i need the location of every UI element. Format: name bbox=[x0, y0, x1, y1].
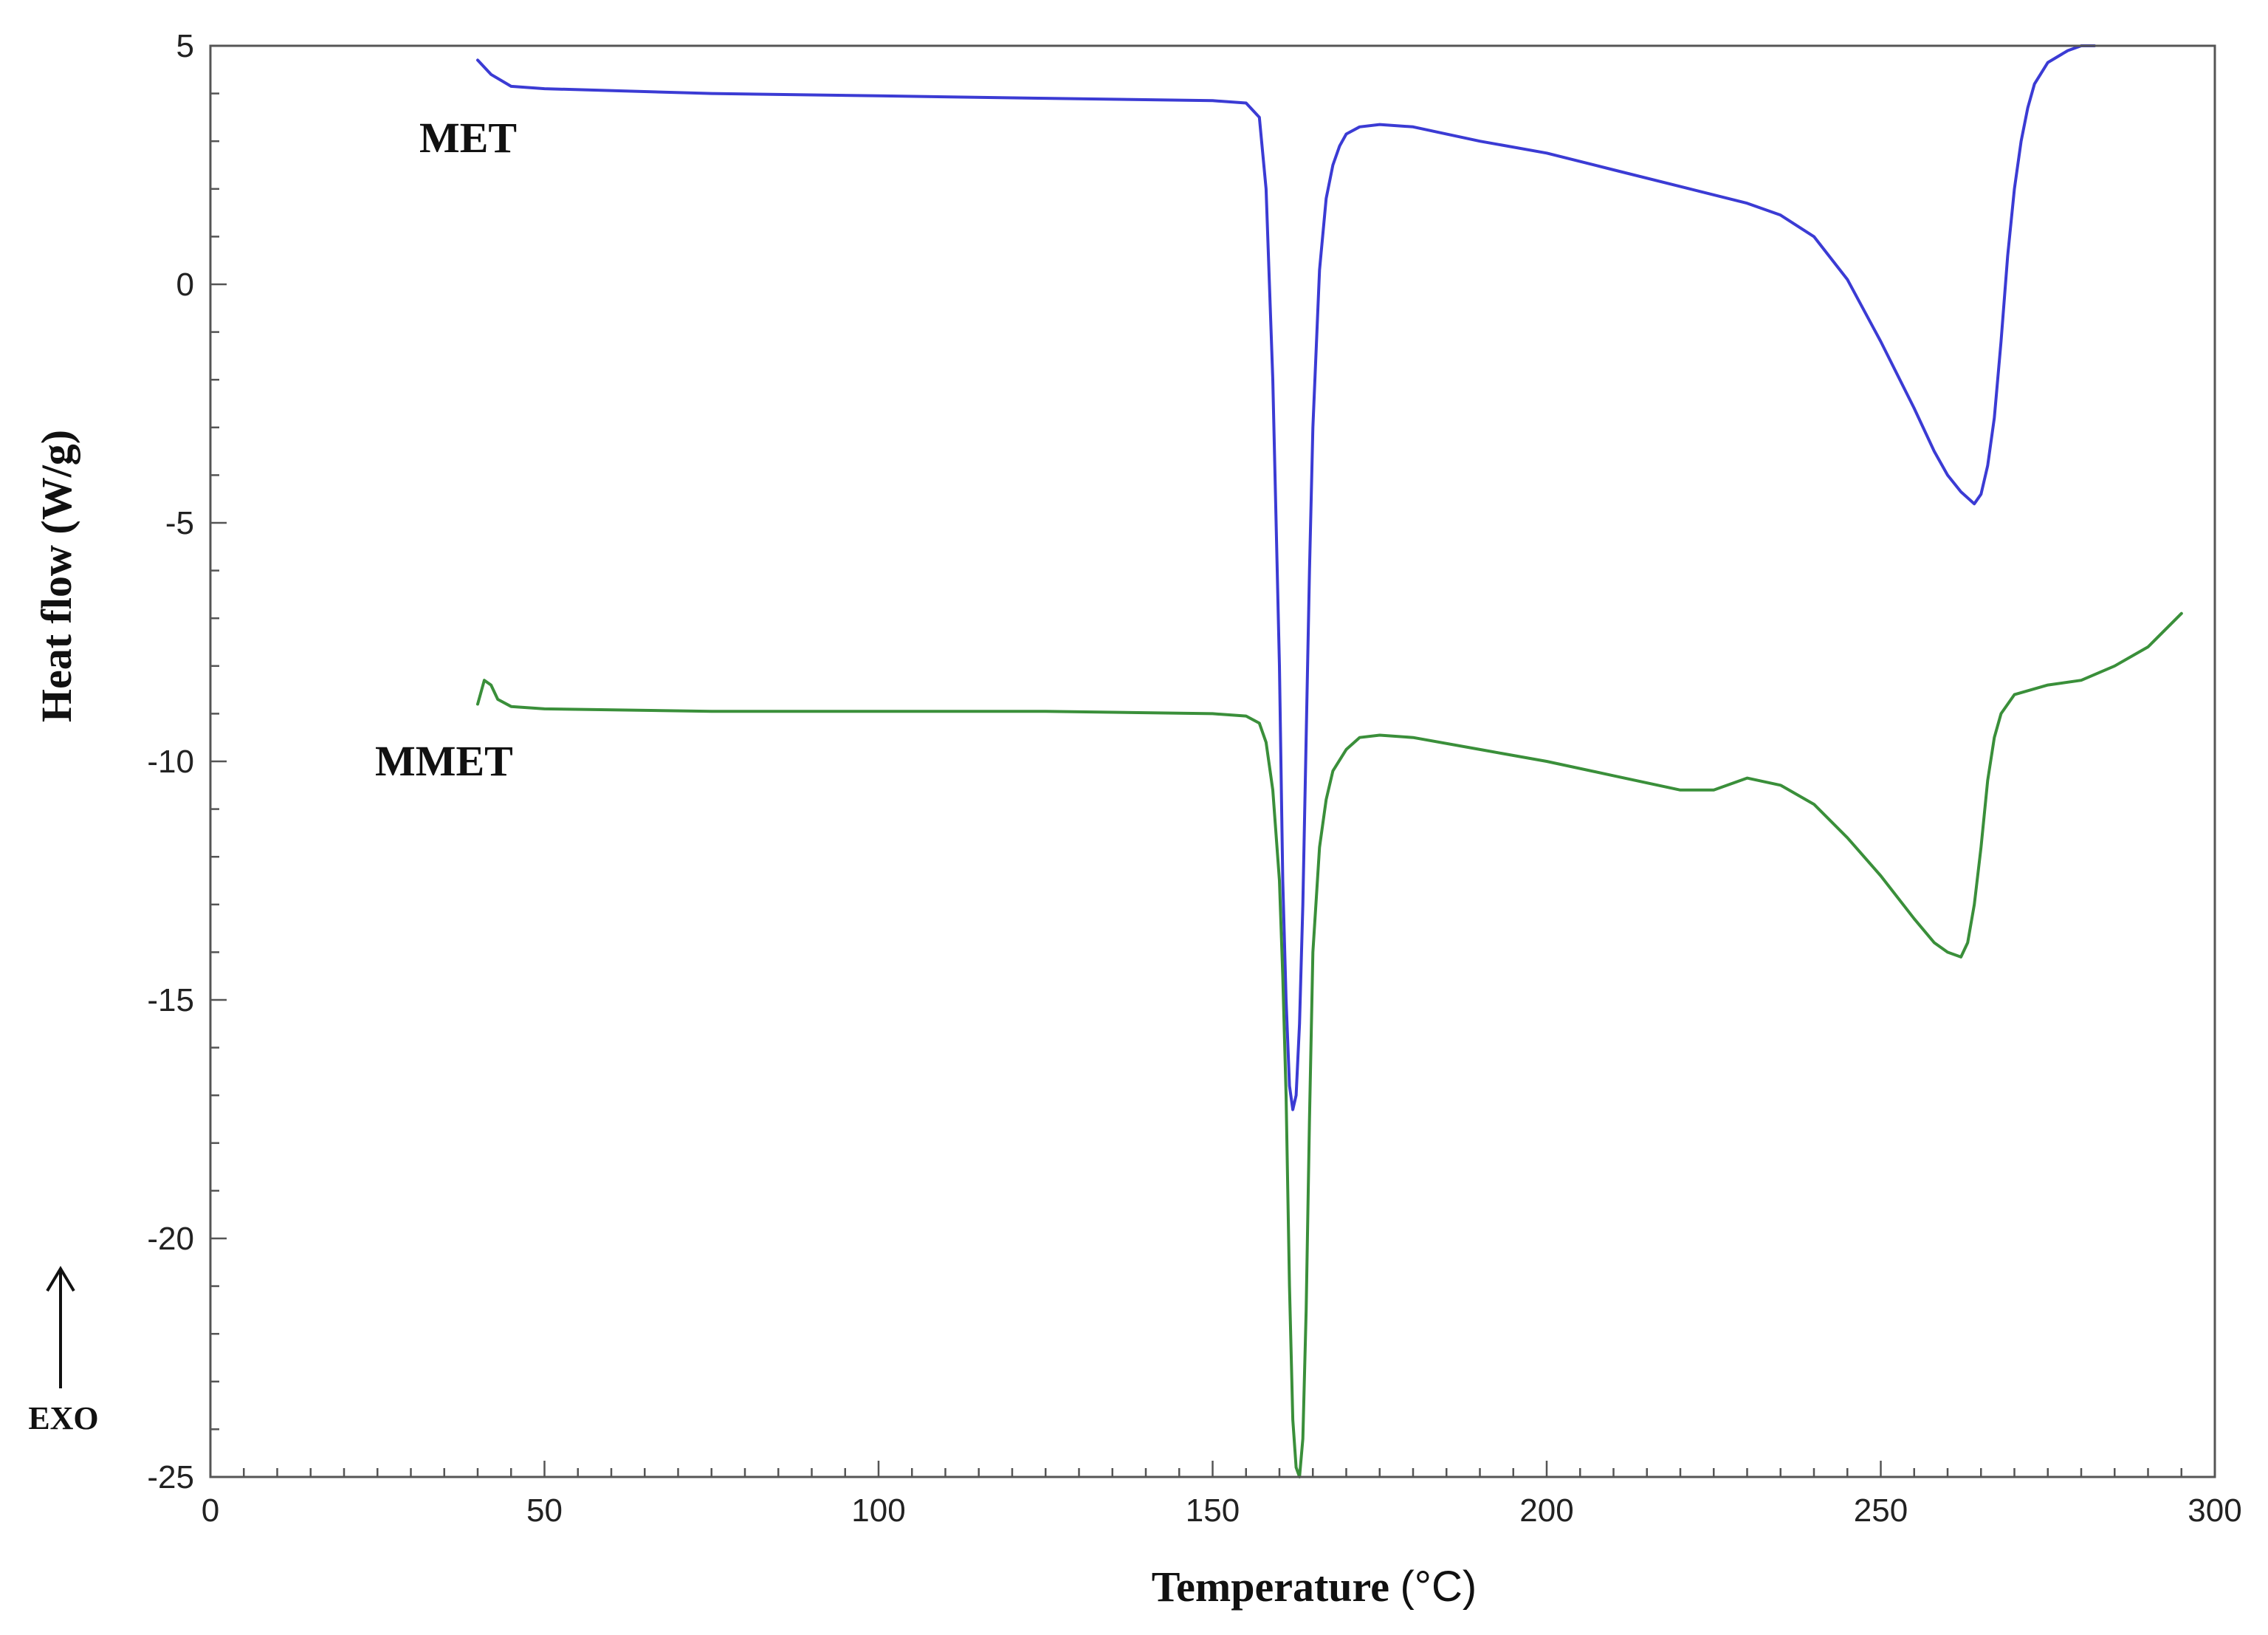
series-layer bbox=[476, 44, 2183, 1478]
y-tick-label: 0 bbox=[176, 267, 194, 303]
x-tick-label: 250 bbox=[1854, 1492, 1908, 1529]
y-tick-label: -20 bbox=[147, 1221, 194, 1257]
series-label-met: MET bbox=[419, 114, 517, 162]
x-axis-title-text: Temperature bbox=[1152, 1563, 1389, 1611]
x-tick-label: 150 bbox=[1186, 1492, 1240, 1529]
y-tick-label: -15 bbox=[147, 982, 194, 1018]
x-axis-unit: (°C) bbox=[1400, 1563, 1477, 1611]
exo-label: EXO bbox=[28, 1400, 98, 1436]
x-tick-label: 100 bbox=[851, 1492, 905, 1529]
y-tick-label: -10 bbox=[147, 744, 194, 780]
y-tick-label: -5 bbox=[165, 505, 194, 541]
series-line-mmet bbox=[476, 611, 2183, 1478]
y-tick-label: -25 bbox=[147, 1459, 194, 1495]
x-tick-label: 0 bbox=[202, 1492, 219, 1529]
plot-frame bbox=[209, 44, 2216, 1478]
y-axis-title: Heat flow (W/g) bbox=[32, 430, 80, 722]
exo-indicator: EXO bbox=[28, 1266, 99, 1436]
series-line-met bbox=[476, 44, 2097, 1111]
exo-arrow-head bbox=[46, 1266, 75, 1292]
x-tick-label: 300 bbox=[2188, 1492, 2241, 1529]
y-tick-label: 5 bbox=[176, 28, 194, 64]
x-tick-label: 50 bbox=[526, 1492, 563, 1529]
x-axis-title: Temperature (°C) bbox=[1152, 1563, 1477, 1611]
series-label-mmet: MMET bbox=[375, 737, 513, 785]
x-tick-label: 200 bbox=[1519, 1492, 1573, 1529]
